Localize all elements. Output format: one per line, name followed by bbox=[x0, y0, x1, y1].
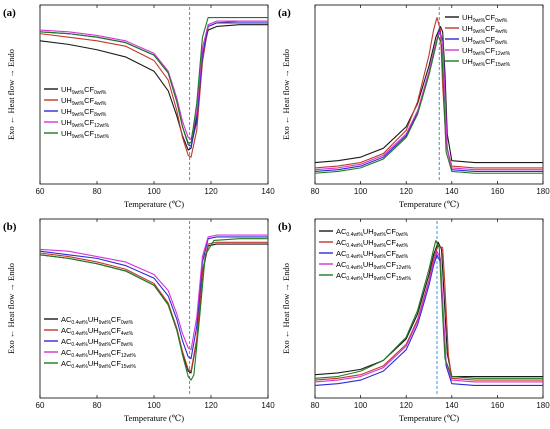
x-tick-label: 140 bbox=[445, 187, 459, 196]
series-line-4 bbox=[39, 16, 268, 144]
series-line-1 bbox=[314, 16, 543, 169]
series-line-3 bbox=[39, 234, 268, 351]
legend-label: AC0.4wt%UH9wt%CF8wt% bbox=[336, 249, 409, 260]
x-tick-label: 120 bbox=[400, 187, 414, 196]
legend-label: AC0.4wt%UH9wt%CF4wt% bbox=[61, 326, 134, 337]
y-axis-title: Exo ← Heat flow → Endo bbox=[281, 49, 291, 140]
x-tick-label: 100 bbox=[147, 187, 161, 196]
chart-panel-a-heating: 80 100 120 140 160 180 Temperature (℃) Exo ← He… bbox=[275, 0, 550, 214]
panel-label: (b) bbox=[278, 221, 292, 233]
series-line-3 bbox=[314, 31, 543, 171]
legend-label: UH9wt%CF0wt% bbox=[462, 13, 508, 24]
x-tick-label: 100 bbox=[147, 401, 161, 410]
series-line-3 bbox=[314, 250, 543, 383]
legend: UH9wt%CF0wt%UH9wt%CF4wt%UH9wt%CF8wt%UH9w… bbox=[44, 85, 110, 140]
legend-label: UH9wt%CF4wt% bbox=[61, 96, 107, 107]
x-tick-label: 160 bbox=[491, 401, 505, 410]
series-line-4 bbox=[39, 238, 268, 381]
legend-label: UH9wt%CF4wt% bbox=[462, 24, 508, 35]
chart-svg: 80 100 120 140 160 180 Temperature (℃) Exo ← He… bbox=[278, 218, 550, 423]
legend-label: AC0.4wt%UH9wt%CF15wt% bbox=[336, 271, 411, 282]
series-line-2 bbox=[39, 236, 268, 360]
x-tick-label: 160 bbox=[491, 187, 505, 196]
legend-label: UH9wt%CF8wt% bbox=[462, 35, 508, 46]
x-tick-label: 120 bbox=[204, 187, 218, 196]
panel-label: (a) bbox=[3, 7, 16, 19]
chart-svg: 60 80 100 120 140 Temperature (℃) Exo ← Heat f… bbox=[3, 218, 275, 423]
x-tick-label: 140 bbox=[445, 401, 459, 410]
legend: AC0.4wt%UH9wt%CF0wt%AC0.4wt%UH9wt%CF4wt%… bbox=[319, 227, 411, 282]
series-line-0 bbox=[314, 25, 543, 164]
legend-label: UH9wt%CF12wt% bbox=[462, 46, 511, 57]
chart-panel-b-cooling: 60 80 100 120 140 Temperature (℃) Exo ← Heat f… bbox=[0, 214, 275, 428]
x-tick-label: 80 bbox=[311, 401, 320, 410]
legend-label: UH9wt%CF15wt% bbox=[61, 129, 110, 140]
y-axis-title: Exo ← Heat flow → Endo bbox=[6, 263, 16, 354]
legend-label: UH9wt%CF15wt% bbox=[462, 57, 511, 68]
legend-label: AC0.4wt%UH9wt%CF0wt% bbox=[336, 227, 409, 238]
x-tick-label: 120 bbox=[204, 401, 218, 410]
legend-label: UH9wt%CF12wt% bbox=[61, 118, 110, 129]
legend-label: AC0.4wt%UH9wt%CF12wt% bbox=[336, 260, 411, 271]
series-line-2 bbox=[314, 254, 543, 387]
y-axis-title: Exo ← Heat flow → Endo bbox=[6, 49, 16, 140]
x-axis-title: Temperature (℃) bbox=[399, 413, 459, 423]
plot-frame bbox=[314, 4, 544, 185]
plot-frame bbox=[314, 218, 544, 399]
panel-label: (a) bbox=[278, 7, 291, 19]
series-line-4 bbox=[314, 239, 543, 379]
x-tick-label: 120 bbox=[400, 401, 414, 410]
panel-label: (b) bbox=[3, 221, 17, 233]
x-tick-label: 80 bbox=[311, 187, 320, 196]
series-line-0 bbox=[39, 24, 268, 151]
x-tick-label: 100 bbox=[354, 401, 368, 410]
legend: UH9wt%CF0wt%UH9wt%CF4wt%UH9wt%CF8wt%UH9w… bbox=[445, 13, 511, 68]
x-tick-label: 140 bbox=[261, 401, 275, 410]
chart-panel-b-heating: 80 100 120 140 160 180 Temperature (℃) Exo ← He… bbox=[275, 214, 550, 428]
x-tick-label: 100 bbox=[354, 187, 368, 196]
legend: AC0.4wt%UH9wt%CF0wt%AC0.4wt%UH9wt%CF4wt%… bbox=[44, 315, 136, 370]
x-tick-label: 80 bbox=[93, 401, 102, 410]
legend-label: UH9wt%CF0wt% bbox=[61, 85, 107, 96]
legend-label: AC0.4wt%UH9wt%CF4wt% bbox=[336, 238, 409, 249]
x-axis-title: Temperature (℃) bbox=[124, 413, 184, 423]
series-line-3 bbox=[39, 20, 268, 140]
legend-label: UH9wt%CF8wt% bbox=[61, 107, 107, 118]
legend-label: AC0.4wt%UH9wt%CF15wt% bbox=[61, 359, 136, 370]
series-line-0 bbox=[314, 241, 543, 378]
x-axis-title: Temperature (℃) bbox=[399, 199, 459, 209]
legend-label: AC0.4wt%UH9wt%CF0wt% bbox=[61, 315, 134, 326]
legend-label: AC0.4wt%UH9wt%CF8wt% bbox=[61, 337, 134, 348]
chart-svg: 60 80 100 120 140 Temperature (℃) Exo ← Heat f… bbox=[3, 4, 275, 209]
legend-label: AC0.4wt%UH9wt%CF12wt% bbox=[61, 348, 136, 359]
x-tick-label: 60 bbox=[36, 401, 45, 410]
series-line-1 bbox=[314, 245, 543, 381]
x-axis-title: Temperature (℃) bbox=[124, 199, 184, 209]
x-tick-label: 60 bbox=[36, 187, 45, 196]
x-tick-label: 180 bbox=[536, 187, 550, 196]
chart-panel-a-cooling: 60 80 100 120 140 Temperature (℃) Exo ← Heat f… bbox=[0, 0, 275, 214]
x-tick-label: 80 bbox=[93, 187, 102, 196]
plot-frame bbox=[39, 218, 269, 399]
chart-svg: 80 100 120 140 160 180 Temperature (℃) Exo ← He… bbox=[278, 4, 550, 209]
series-line-4 bbox=[314, 34, 543, 174]
x-tick-label: 140 bbox=[261, 187, 275, 196]
x-tick-label: 180 bbox=[536, 401, 550, 410]
y-axis-title: Exo ← Heat flow → Endo bbox=[281, 263, 291, 354]
